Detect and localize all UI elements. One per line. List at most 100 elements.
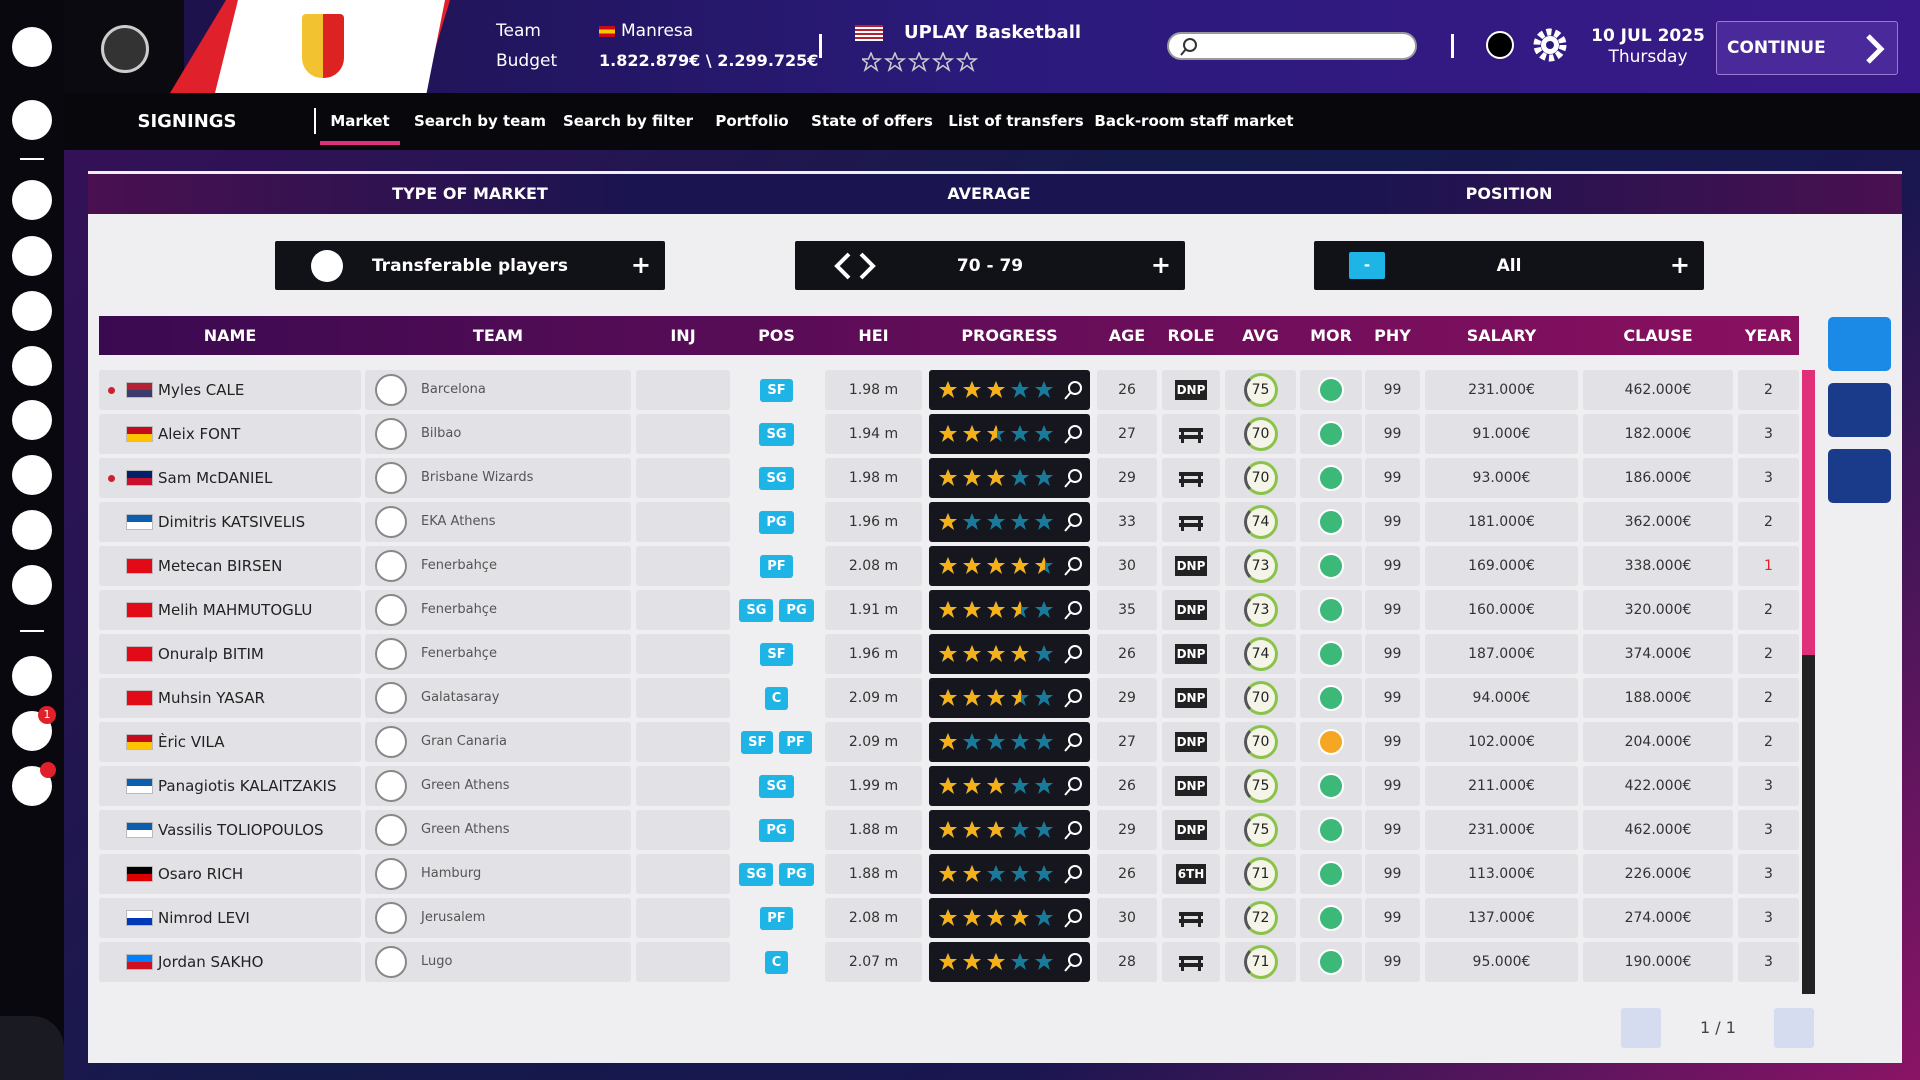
height: 1.94 m [848,426,899,442]
average-filter[interactable]: 70 - 79 + [795,241,1185,290]
club-badge[interactable] [101,25,149,73]
status-dot [108,387,115,394]
continue-button[interactable]: CONTINUE [1716,21,1898,75]
player-name[interactable]: Melih MAHMUTOGLU [158,601,313,619]
star-empty [1035,425,1053,442]
clause-cell: 462.000€ [1583,370,1733,410]
age-cell: 27 [1097,414,1157,454]
year-cell: 1 [1738,546,1799,586]
player-name[interactable]: Vassilis TOLIOPOULOS [158,821,324,839]
height: 1.91 m [848,602,899,618]
lock-button[interactable] [0,1016,64,1080]
nationality-flag [126,778,153,794]
salary: 231.000€ [1468,382,1535,398]
phy-cell: 99 [1365,458,1420,498]
height-cell: 1.94 m [825,414,922,454]
player-name[interactable]: Osaro RICH [158,865,244,883]
team-name: Brisbane Wizards [421,470,534,485]
scout-icon [1068,865,1082,879]
avg-badge: 71 [1243,945,1278,979]
kit-button[interactable] [1828,317,1891,371]
clause: 274.000€ [1624,910,1692,926]
player-name[interactable]: Panagiotis KALAITZAKIS [158,777,337,795]
player-name[interactable]: Aleix FONT [158,425,241,443]
avg-badge: 73 [1243,549,1278,583]
tab[interactable]: Market [330,112,390,130]
avg-cell: 70 [1225,414,1296,454]
search-box[interactable] [1167,32,1417,60]
tab[interactable]: List of transfers [948,112,1084,130]
bench-seat [1179,963,1203,967]
progress-cell [929,502,1090,542]
next-page[interactable] [1774,1008,1814,1048]
home-button[interactable] [12,27,52,67]
section-title: SIGNINGS [137,111,237,132]
progress-stars [939,513,1082,532]
player-name[interactable]: Jordan SAKHO [158,953,264,971]
role-cell: DNP [1162,678,1220,718]
column-header: ROLE [1167,326,1215,345]
role-cell: DNP [1162,810,1220,850]
avg-cell: 75 [1225,810,1296,850]
age-cell: 33 [1097,502,1157,542]
settings-button[interactable] [1532,27,1568,63]
nationality-flag [126,910,153,926]
back-button[interactable] [12,100,52,140]
position-cell: C [735,942,818,982]
phy: 99 [1383,646,1402,662]
transfers-button[interactable] [12,400,52,440]
calendar-button[interactable] [12,346,52,386]
tab[interactable]: Portfolio [715,112,789,130]
avg-badge: 75 [1243,813,1278,847]
age: 33 [1118,514,1136,530]
tab[interactable]: Search by team [413,112,547,130]
scrollbar-thumb[interactable] [1802,370,1815,655]
year-cell: 2 [1738,590,1799,630]
player-name[interactable]: Metecan BIRSEN [158,557,283,575]
player-name[interactable]: Dimitris KATSIVELIS [158,513,306,531]
column-header: AGE [1108,326,1146,345]
player-name[interactable]: Myles CALE [158,381,245,399]
position-filter[interactable]: - All + [1314,241,1704,290]
profile-button[interactable] [12,656,52,696]
tab[interactable]: Back-room staff market [1094,112,1294,130]
tab[interactable]: State of offers [811,112,933,130]
height: 1.88 m [848,866,899,882]
player-name[interactable]: Muhsin YASAR [158,689,265,707]
age-cell: 26 [1097,370,1157,410]
finance-button[interactable] [12,510,52,550]
tab-underline [320,141,400,145]
facilities-button[interactable] [12,565,52,605]
player-name[interactable]: Sam McDANIEL [158,469,273,487]
prev-page[interactable] [1621,1008,1661,1048]
name-cell: Onuralp BITIM [99,634,361,674]
star-filled [939,777,957,794]
team-button[interactable] [12,180,52,220]
phy: 99 [1383,558,1402,574]
year-cell: 2 [1738,370,1799,410]
player-name[interactable]: Èric VILA [158,733,225,751]
bench-seat [1179,919,1203,923]
progress-cell [929,766,1090,806]
stats-button[interactable] [1828,449,1891,503]
scout-icon [1064,831,1072,840]
clause: 182.000€ [1624,426,1692,442]
morale-icon [1318,729,1344,755]
contract-years: 2 [1764,690,1773,706]
tab[interactable]: Search by filter [562,112,694,130]
star-filled [1011,557,1029,574]
stats-button[interactable] [12,455,52,495]
year-cell: 2 [1738,722,1799,762]
height-cell: 2.08 m [825,898,922,938]
info-button[interactable] [1486,31,1514,59]
tactics-button[interactable] [12,236,52,276]
negotiate-button[interactable] [1828,383,1891,437]
team-name: Jerusalem [421,910,486,925]
market-filter[interactable]: Transferable players + [275,241,665,290]
star-empty [1035,909,1053,926]
name-cell: Sam McDANIEL [99,458,361,498]
trophy-button[interactable] [12,291,52,331]
player-name[interactable]: Onuralp BITIM [158,645,264,663]
height-cell: 1.88 m [825,854,922,894]
player-name[interactable]: Nimrod LEVI [158,909,250,927]
